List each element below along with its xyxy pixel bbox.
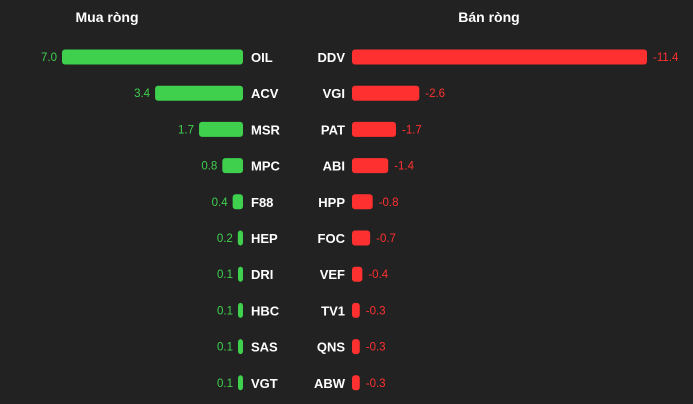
buy-ticker-label: HEP <box>251 231 278 246</box>
buy-ticker-label: OIL <box>251 50 273 65</box>
buy-ticker-label: ACV <box>251 86 279 101</box>
buy-bar-hbc <box>238 302 243 318</box>
sell-ticker-label: TV1 <box>321 303 345 318</box>
sell-bar-qns <box>352 339 360 355</box>
buy-ticker-label: SAS <box>251 340 278 355</box>
buy-bar-oil <box>62 49 243 65</box>
sell-panel: DDV -11.4 VGI -2.6 PAT -1.7 ABI -1.4 HPP -0.8 FOC -… <box>314 49 679 391</box>
buy-value-label: 0.1 <box>217 305 233 317</box>
sell-value-label: -0.3 <box>366 305 386 317</box>
buy-value-label: 7.0 <box>41 52 57 64</box>
sell-value-label: -1.7 <box>402 124 422 136</box>
sell-ticker-label: VGI <box>323 86 345 101</box>
sell-bar-abi <box>352 158 389 174</box>
sell-value-label: -1.4 <box>394 161 414 173</box>
sell-value-label: -0.3 <box>366 342 386 354</box>
sell-value-label: -0.8 <box>379 197 399 209</box>
sell-bar-pat <box>352 121 396 137</box>
sell-ticker-label: HPP <box>318 195 345 210</box>
sell-ticker-label: ABW <box>314 376 346 391</box>
buy-value-label: 3.4 <box>134 88 151 100</box>
buy-value-label: 0.1 <box>217 269 233 281</box>
buy-value-label: 0.1 <box>217 378 233 390</box>
buy-panel: 7.0 OIL 3.4 ACV 1.7 MSR 0.8 MPC 0.4 F88 0.2 HEP 0.1 D… <box>41 49 281 391</box>
buy-value-label: 1.7 <box>178 124 194 136</box>
buy-bar-vgt <box>238 375 243 391</box>
buy-ticker-label: MSR <box>251 122 281 137</box>
sell-ticker-label: VEF <box>320 267 345 282</box>
sell-value-label: -0.7 <box>376 233 396 245</box>
sell-panel-title: Bán ròng <box>458 9 519 25</box>
buy-bar-hep <box>237 230 243 246</box>
sell-ticker-label: FOC <box>318 231 346 246</box>
sell-bar-ddv <box>352 49 647 65</box>
buy-bar-dri <box>238 266 243 282</box>
buy-panel-title: Mua ròng <box>76 9 139 25</box>
sell-bar-foc <box>352 230 371 246</box>
buy-ticker-label: HBC <box>251 303 280 318</box>
buy-value-label: 0.8 <box>201 161 217 173</box>
sell-bar-abw <box>352 375 360 391</box>
buy-ticker-label: F88 <box>251 195 273 210</box>
sell-ticker-label: ABI <box>323 159 345 174</box>
buy-ticker-label: VGT <box>251 376 278 391</box>
sell-bar-tv1 <box>352 302 360 318</box>
buy-value-label: 0.2 <box>217 233 233 245</box>
buy-bar-acv <box>155 85 243 101</box>
sell-ticker-label: DDV <box>318 50 346 65</box>
sell-value-label: -0.3 <box>366 378 386 390</box>
buy-value-label: 0.1 <box>217 342 233 354</box>
buy-bar-msr <box>199 121 243 137</box>
sell-ticker-label: PAT <box>321 122 345 137</box>
sell-ticker-label: QNS <box>317 340 346 355</box>
buy-value-label: 0.4 <box>212 197 229 209</box>
sell-value-label: -0.4 <box>368 269 388 281</box>
buy-bar-f88 <box>232 194 243 210</box>
buy-bar-mpc <box>222 158 243 174</box>
sell-bar-vgi <box>352 85 420 101</box>
sell-bar-vef <box>352 266 363 282</box>
sell-value-label: -2.6 <box>425 88 445 100</box>
sell-bar-hpp <box>352 194 373 210</box>
buy-ticker-label: MPC <box>251 159 281 174</box>
buy-ticker-label: DRI <box>251 267 273 282</box>
sell-value-label: -11.4 <box>653 52 679 64</box>
buy-bar-sas <box>238 339 243 355</box>
